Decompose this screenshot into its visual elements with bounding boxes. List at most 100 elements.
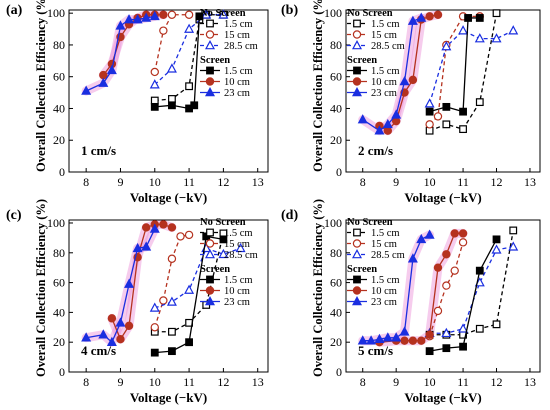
data-point	[141, 241, 152, 251]
data-point	[150, 102, 159, 111]
data-point	[235, 242, 246, 253]
data-point	[492, 320, 501, 329]
data-point	[150, 323, 159, 332]
data-point	[459, 107, 467, 116]
data-point	[391, 332, 402, 342]
data-point	[184, 10, 194, 19]
legend-marker	[204, 87, 216, 97]
legend-item: 23 cm	[371, 88, 397, 99]
plot-frame	[345, 9, 541, 173]
panel-label: (c)	[6, 208, 22, 223]
x-axis-title: Voltage (−kV)	[404, 190, 481, 205]
speed-label: 5 cm/s	[358, 343, 393, 358]
legend-marker	[205, 239, 215, 248]
data-point	[141, 12, 152, 22]
data-point	[450, 229, 459, 238]
y-axis-title: Overall Collection Efficiency (%)	[34, 0, 48, 172]
data-point	[374, 333, 385, 344]
data-point	[508, 241, 519, 251]
legend-item: 10 cm	[371, 77, 397, 88]
y-tick-label: 60	[330, 276, 342, 290]
data-point	[149, 302, 160, 312]
legend-item: 1.5 cm	[224, 228, 253, 239]
x-tick-label: 8	[360, 175, 366, 189]
chart-panel-a: 8 9 10 11 12 13 0 20 40 60 80 100 Voltage (−kV) Overa…	[6, 0, 269, 205]
y-tick-label: 100	[47, 6, 65, 20]
x-tick-label: 10	[149, 175, 161, 189]
x-tick-label: 8	[83, 375, 89, 389]
data-point	[167, 223, 177, 232]
data-point	[201, 9, 212, 19]
legend-item: 1.5 cm	[371, 19, 400, 30]
x-tick-label: 9	[117, 375, 123, 389]
data-point	[399, 76, 410, 86]
legend-marker	[204, 249, 216, 259]
y-tick-label: 0	[59, 165, 65, 179]
data-point	[184, 23, 195, 33]
data-point	[366, 335, 377, 345]
x-tick-label: 8	[83, 175, 89, 189]
series-line	[428, 29, 514, 104]
y-tick-label: 20	[53, 133, 65, 147]
y-axis-title: Overall Collection Efficiency (%)	[311, 0, 325, 172]
y-tick-label: 80	[53, 38, 65, 52]
legend-marker	[351, 296, 363, 306]
data-point	[218, 9, 229, 19]
x-axis-title: Voltage (−kV)	[130, 190, 207, 205]
plot-frame	[68, 9, 269, 173]
legend-marker	[352, 77, 362, 86]
speed-label: 4 cm/s	[81, 343, 116, 358]
data-point	[458, 229, 468, 238]
data-point	[219, 235, 228, 244]
legend-marker	[205, 77, 215, 86]
data-point	[407, 15, 418, 25]
legend-item: 1.5 cm	[224, 66, 253, 77]
series-line	[429, 242, 464, 337]
x-tick-label: 9	[117, 175, 123, 189]
data-point	[115, 20, 126, 30]
x-tick-label: 10	[424, 175, 436, 189]
y-tick-label: 60	[53, 276, 65, 290]
data-point	[357, 335, 368, 345]
data-point	[475, 98, 484, 107]
data-point	[491, 33, 502, 43]
legend-marker	[206, 228, 214, 237]
data-point	[374, 125, 385, 135]
legend-marker	[353, 66, 361, 75]
y-tick-label: 100	[47, 216, 65, 230]
data-point	[442, 120, 451, 129]
legend-item: 15 cm	[371, 239, 397, 250]
legend-marker	[352, 286, 362, 295]
x-tick-label: 12	[217, 175, 229, 189]
data-point	[464, 14, 472, 22]
x-tick-label: 11	[457, 175, 469, 189]
data-point	[382, 118, 393, 129]
data-point	[81, 85, 92, 95]
y-tick-label: 60	[330, 70, 342, 84]
data-point	[441, 327, 452, 338]
legend-heading-no-screen: No Screen	[200, 8, 246, 19]
data-point	[168, 327, 176, 336]
legend-item: 10 cm	[371, 286, 397, 297]
x-tick-label: 13	[524, 175, 536, 189]
data-point	[115, 317, 126, 327]
data-point	[425, 347, 434, 356]
data-point	[509, 226, 518, 235]
x-axis-title: Voltage (−kV)	[130, 390, 207, 405]
data-point	[441, 41, 452, 51]
data-point	[424, 229, 435, 239]
data-point	[106, 336, 117, 346]
legend-marker	[206, 275, 214, 284]
legend-item: 28.5 cm	[224, 250, 258, 261]
series-line	[429, 15, 480, 125]
y-tick-label: 0	[59, 365, 65, 379]
data-point	[168, 101, 176, 110]
legend-marker	[206, 66, 214, 75]
data-point	[459, 342, 467, 351]
y-tick-label: 80	[330, 38, 342, 52]
data-point	[458, 238, 468, 247]
data-point	[357, 114, 368, 124]
legend-item: 1.5 cm	[371, 66, 400, 77]
